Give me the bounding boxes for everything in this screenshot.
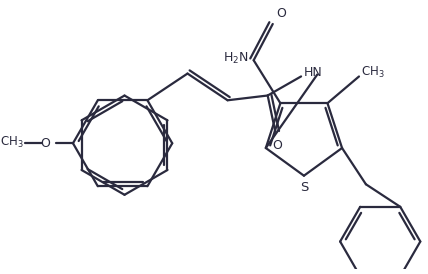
Text: HN: HN xyxy=(304,66,323,79)
Text: O: O xyxy=(276,7,286,20)
Text: O: O xyxy=(40,137,50,150)
Text: S: S xyxy=(300,181,308,195)
Text: O: O xyxy=(272,139,282,152)
Text: H$_2$N: H$_2$N xyxy=(223,51,249,66)
Text: CH$_3$: CH$_3$ xyxy=(361,65,385,80)
Text: CH$_3$: CH$_3$ xyxy=(0,135,24,150)
